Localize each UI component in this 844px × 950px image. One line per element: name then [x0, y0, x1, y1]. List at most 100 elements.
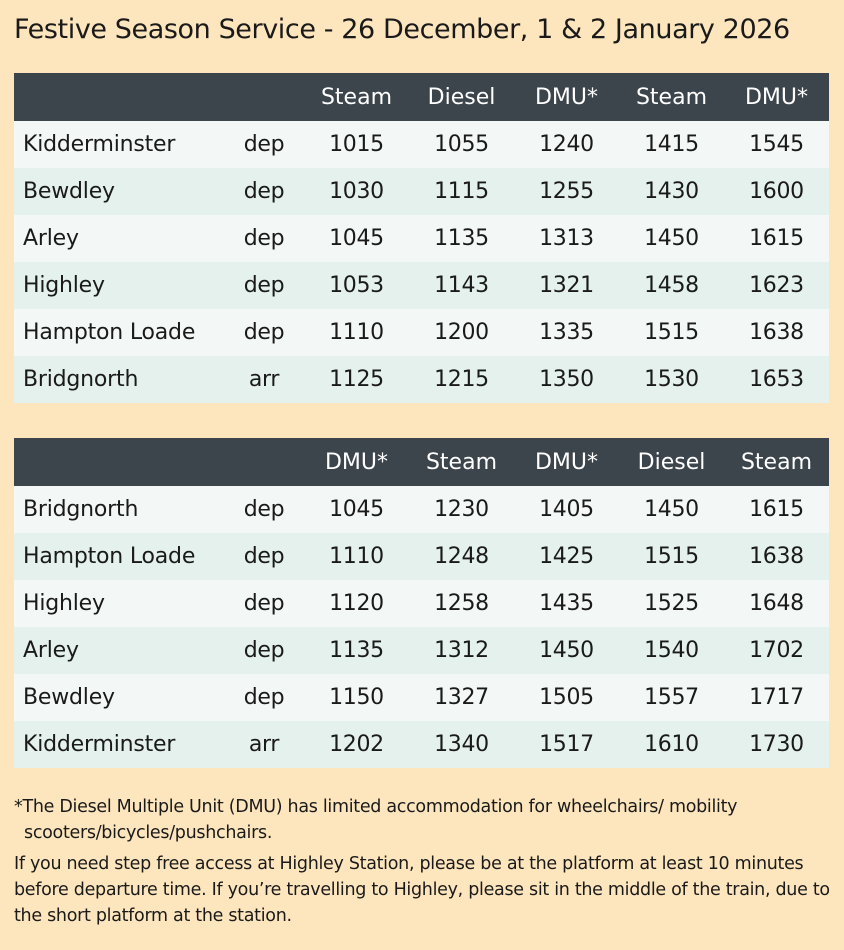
dep-arr-label: dep [224, 627, 304, 674]
departure-time: 1525 [619, 580, 724, 627]
departure-time: 1135 [409, 215, 514, 262]
dep-arr-column-header [224, 438, 304, 486]
departure-time: 1638 [724, 309, 829, 356]
departure-time: 1458 [619, 262, 724, 309]
arrival-time: 1125 [304, 356, 409, 403]
table-row: Bewdley dep 1150 1327 1505 1557 1717 [14, 674, 829, 721]
departure-time: 1321 [514, 262, 619, 309]
departure-time: 1053 [304, 262, 409, 309]
departure-time: 1540 [619, 627, 724, 674]
table-row: Hampton Loade dep 1110 1248 1425 1515 16… [14, 533, 829, 580]
train-type-header: Steam [619, 73, 724, 121]
departure-time: 1623 [724, 262, 829, 309]
arrival-time: 1340 [409, 721, 514, 768]
departure-time: 1248 [409, 533, 514, 580]
step-free-access-note: If you need step free access at Highley … [14, 854, 830, 926]
dep-arr-label: arr [224, 721, 304, 768]
departure-time: 1405 [514, 486, 619, 533]
table-row: Kidderminster arr 1202 1340 1517 1610 17… [14, 721, 829, 768]
table-row: Bridgnorth dep 1045 1230 1405 1450 1615 [14, 486, 829, 533]
dep-arr-label: dep [224, 262, 304, 309]
departure-time: 1425 [514, 533, 619, 580]
dep-arr-label: dep [224, 215, 304, 262]
departure-time: 1135 [304, 627, 409, 674]
departure-time: 1327 [409, 674, 514, 721]
dep-arr-label: dep [224, 674, 304, 721]
arrival-time: 1730 [724, 721, 829, 768]
page-title: Festive Season Service - 26 December, 1 … [14, 14, 790, 45]
departure-time: 1335 [514, 309, 619, 356]
departure-time: 1045 [304, 215, 409, 262]
station-name: Highley [14, 580, 224, 627]
departure-time: 1255 [514, 168, 619, 215]
train-type-header: DMU* [304, 438, 409, 486]
arrival-time: 1202 [304, 721, 409, 768]
station-name: Kidderminster [14, 721, 224, 768]
dep-arr-label: dep [224, 309, 304, 356]
departure-time: 1435 [514, 580, 619, 627]
train-type-header: DMU* [724, 73, 829, 121]
station-name: Highley [14, 262, 224, 309]
arrival-time: 1517 [514, 721, 619, 768]
dep-arr-label: dep [224, 580, 304, 627]
table-row: Highley dep 1053 1143 1321 1458 1623 [14, 262, 829, 309]
station-name: Arley [14, 215, 224, 262]
departure-time: 1110 [304, 533, 409, 580]
departure-time: 1505 [514, 674, 619, 721]
station-name: Bridgnorth [14, 486, 224, 533]
table-row: Arley dep 1135 1312 1450 1540 1702 [14, 627, 829, 674]
departure-time: 1702 [724, 627, 829, 674]
train-type-header: DMU* [514, 438, 619, 486]
station-name: Bridgnorth [14, 356, 224, 403]
departure-time: 1230 [409, 486, 514, 533]
timetable-kidderminster-to-bridgnorth: Steam Diesel DMU* Steam DMU* Kidderminst… [14, 73, 829, 403]
departure-time: 1045 [304, 486, 409, 533]
departure-time: 1648 [724, 580, 829, 627]
dep-arr-label: dep [224, 533, 304, 580]
departure-time: 1312 [409, 627, 514, 674]
train-type-header: Steam [304, 73, 409, 121]
departure-time: 1313 [514, 215, 619, 262]
station-column-header [14, 73, 224, 121]
dep-arr-label: dep [224, 168, 304, 215]
arrival-time: 1610 [619, 721, 724, 768]
table-row: Highley dep 1120 1258 1435 1525 1648 [14, 580, 829, 627]
table-row: Arley dep 1045 1135 1313 1450 1615 [14, 215, 829, 262]
dep-arr-label: dep [224, 486, 304, 533]
departure-time: 1110 [304, 309, 409, 356]
station-name: Bewdley [14, 674, 224, 721]
departure-time: 1450 [619, 215, 724, 262]
departure-time: 1450 [514, 627, 619, 674]
footnotes: *The Diesel Multiple Unit (DMU) has limi… [14, 794, 834, 929]
departure-time: 1638 [724, 533, 829, 580]
departure-time: 1545 [724, 121, 829, 168]
table-row: Hampton Loade dep 1110 1200 1335 1515 16… [14, 309, 829, 356]
departure-time: 1450 [619, 486, 724, 533]
station-name: Arley [14, 627, 224, 674]
timetable-header-row: Steam Diesel DMU* Steam DMU* [14, 73, 829, 121]
departure-time: 1515 [619, 309, 724, 356]
departure-time: 1717 [724, 674, 829, 721]
departure-time: 1258 [409, 580, 514, 627]
train-type-header: Steam [724, 438, 829, 486]
station-name: Hampton Loade [14, 533, 224, 580]
table-row: Bridgnorth arr 1125 1215 1350 1530 1653 [14, 356, 829, 403]
station-name: Bewdley [14, 168, 224, 215]
train-type-header: Steam [409, 438, 514, 486]
station-name: Kidderminster [14, 121, 224, 168]
dmu-accessibility-note: *The Diesel Multiple Unit (DMU) has limi… [14, 797, 738, 843]
departure-time: 1515 [619, 533, 724, 580]
station-column-header [14, 438, 224, 486]
timetable-bridgnorth-to-kidderminster: DMU* Steam DMU* Diesel Steam Bridgnorth … [14, 438, 829, 768]
departure-time: 1150 [304, 674, 409, 721]
departure-time: 1030 [304, 168, 409, 215]
departure-time: 1143 [409, 262, 514, 309]
timetable-header-row: DMU* Steam DMU* Diesel Steam [14, 438, 829, 486]
departure-time: 1200 [409, 309, 514, 356]
train-type-header: Diesel [619, 438, 724, 486]
departure-time: 1115 [409, 168, 514, 215]
train-type-header: DMU* [514, 73, 619, 121]
departure-time: 1055 [409, 121, 514, 168]
departure-time: 1015 [304, 121, 409, 168]
arrival-time: 1653 [724, 356, 829, 403]
